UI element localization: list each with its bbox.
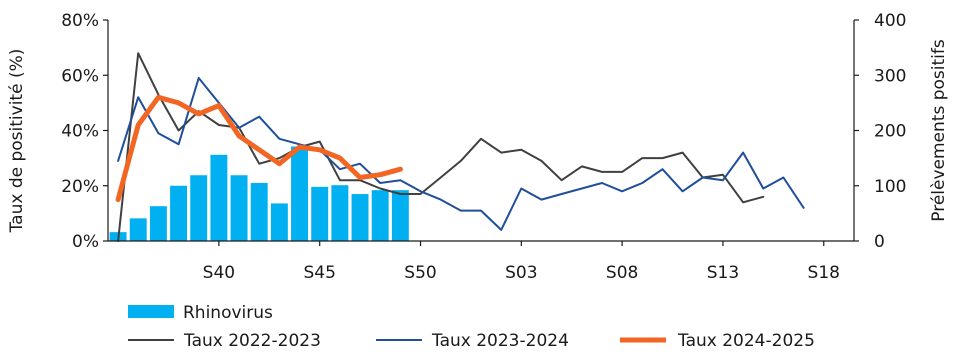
bar-rhinovirus bbox=[230, 175, 248, 241]
x-tick-label: S03 bbox=[505, 263, 537, 283]
x-tick-label: S18 bbox=[808, 263, 840, 283]
bar-rhinovirus bbox=[149, 206, 167, 241]
bar-rhinovirus bbox=[311, 186, 329, 241]
bar-rhinovirus bbox=[270, 203, 288, 241]
y-left-tick-label: 60% bbox=[61, 66, 99, 86]
bar-rhinovirus bbox=[371, 190, 389, 241]
y-right-axis-title: Prélèvements positifs bbox=[929, 39, 949, 222]
x-tick-label: S50 bbox=[404, 263, 436, 283]
x-tick-label: S45 bbox=[303, 263, 335, 283]
y-right-tick-label: 200 bbox=[874, 122, 906, 142]
line-series-3 bbox=[115, 94, 403, 203]
legend-label-line-3: Taux 2024-2025 bbox=[677, 331, 815, 351]
line-series-2 bbox=[117, 77, 805, 231]
x-tick-label: S40 bbox=[203, 263, 235, 283]
y-left-tick-label: 40% bbox=[61, 122, 99, 142]
bar-rhinovirus bbox=[210, 154, 228, 241]
legend-label-line-1: Taux 2022-2023 bbox=[183, 331, 321, 351]
bar-rhinovirus bbox=[190, 175, 208, 241]
bar-rhinovirus bbox=[391, 190, 409, 241]
x-tick-label: S08 bbox=[606, 263, 638, 283]
y-right-tick-label: 0 bbox=[874, 232, 885, 252]
bar-rhinovirus bbox=[351, 194, 369, 241]
bar-rhinovirus bbox=[291, 146, 309, 241]
bar-rhinovirus bbox=[250, 182, 268, 241]
line-series-1 bbox=[117, 52, 765, 242]
y-left-tick-label: 80% bbox=[61, 11, 99, 31]
y-right-tick-label: 400 bbox=[874, 11, 906, 31]
y-left-tick-label: 0% bbox=[72, 232, 99, 252]
legend-label-rhinovirus: Rhinovirus bbox=[183, 303, 273, 323]
y-left-axis-title: Taux de positivité (%) bbox=[7, 49, 27, 234]
bar-rhinovirus bbox=[170, 185, 188, 241]
bar-rhinovirus bbox=[129, 218, 147, 241]
y-right-tick-label: 100 bbox=[874, 177, 906, 197]
y-right-tick-label: 300 bbox=[874, 66, 906, 86]
legend-swatch-rhinovirus bbox=[128, 305, 174, 318]
legend-label-line-2: Taux 2023-2024 bbox=[431, 331, 569, 351]
y-left-tick-label: 20% bbox=[61, 177, 99, 197]
x-tick-label: S13 bbox=[707, 263, 739, 283]
bar-rhinovirus bbox=[331, 185, 349, 241]
